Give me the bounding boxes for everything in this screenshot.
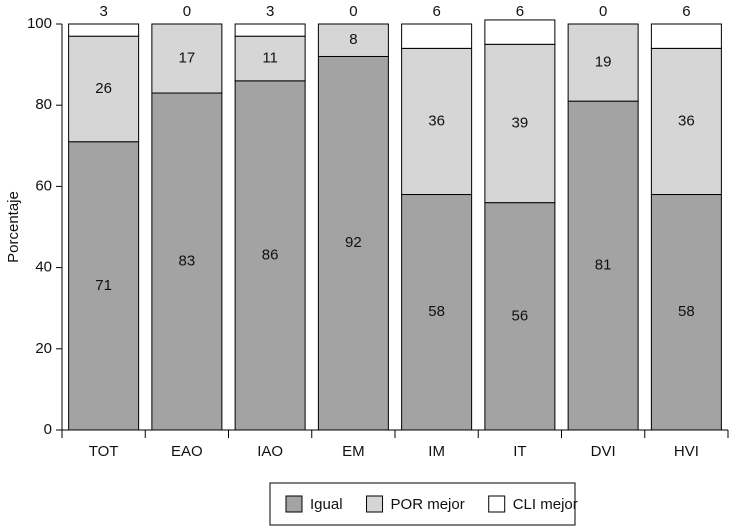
x-tick-label: TOT bbox=[89, 443, 119, 460]
legend-label: POR mejor bbox=[391, 496, 465, 513]
bar-segment bbox=[234, 23, 306, 37]
data-label: 0 bbox=[349, 3, 357, 20]
y-tick-label: 40 bbox=[35, 259, 52, 276]
bar-segment bbox=[151, 92, 223, 431]
data-label: 11 bbox=[262, 49, 278, 66]
data-label: 19 bbox=[595, 54, 612, 71]
data-label: 26 bbox=[95, 80, 112, 97]
bar-segment bbox=[401, 47, 473, 196]
data-label: 3 bbox=[266, 3, 274, 20]
legend-swatch bbox=[285, 495, 303, 513]
data-label: 6 bbox=[432, 3, 440, 20]
data-label: 17 bbox=[179, 49, 196, 66]
data-label: 92 bbox=[345, 234, 362, 251]
bar-segment bbox=[484, 202, 556, 431]
x-tick-label: IT bbox=[513, 443, 526, 460]
data-label: 71 bbox=[95, 277, 112, 294]
data-label: 83 bbox=[179, 252, 196, 269]
legend-swatch bbox=[488, 495, 506, 513]
bar-segment bbox=[650, 23, 722, 49]
bar-segment bbox=[234, 80, 306, 431]
data-label: 36 bbox=[428, 112, 445, 129]
data-label: 6 bbox=[682, 3, 690, 20]
data-label: 58 bbox=[428, 303, 445, 320]
bar-segment bbox=[317, 23, 389, 57]
y-axis-label: Porcentaje bbox=[5, 191, 22, 263]
y-tick-label: 60 bbox=[35, 177, 52, 194]
data-label: 0 bbox=[599, 3, 607, 20]
data-label: 58 bbox=[678, 303, 695, 320]
bar-segment bbox=[68, 141, 140, 431]
bar-segment bbox=[484, 19, 556, 45]
data-label: 81 bbox=[595, 257, 612, 274]
y-tick-label: 100 bbox=[27, 15, 52, 32]
bar-segment bbox=[401, 23, 473, 49]
y-tick-label: 20 bbox=[35, 340, 52, 357]
y-tick-label: 80 bbox=[35, 96, 52, 113]
bar-segment bbox=[567, 100, 639, 431]
data-label: 86 bbox=[262, 246, 279, 263]
bar-segment bbox=[484, 43, 556, 204]
legend-box bbox=[269, 482, 576, 526]
bar-segment bbox=[567, 23, 639, 102]
x-tick-label: EM bbox=[342, 443, 365, 460]
data-label: 36 bbox=[678, 112, 695, 129]
data-label: 39 bbox=[512, 114, 529, 131]
legend-label: CLI mejor bbox=[513, 496, 578, 513]
x-tick-label: DVI bbox=[591, 443, 616, 460]
data-label: 56 bbox=[512, 307, 529, 324]
x-tick-label: IAO bbox=[257, 443, 283, 460]
data-label: 3 bbox=[99, 3, 107, 20]
bar-segment bbox=[317, 55, 389, 431]
y-tick-label: 0 bbox=[44, 421, 52, 438]
bar-segment bbox=[401, 194, 473, 431]
data-label: 8 bbox=[349, 31, 357, 48]
bar-segment bbox=[151, 23, 223, 94]
x-tick-label: IM bbox=[428, 443, 445, 460]
bar-segment bbox=[68, 35, 140, 143]
legend-swatch bbox=[366, 495, 384, 513]
x-tick-label: EAO bbox=[171, 443, 203, 460]
legend-label: Igual bbox=[310, 496, 343, 513]
bar-segment bbox=[650, 47, 722, 196]
data-label: 6 bbox=[516, 3, 524, 20]
bar-segment bbox=[650, 194, 722, 431]
bar-segment bbox=[68, 23, 140, 37]
data-label: 0 bbox=[183, 3, 191, 20]
x-tick-label: HVI bbox=[674, 443, 699, 460]
